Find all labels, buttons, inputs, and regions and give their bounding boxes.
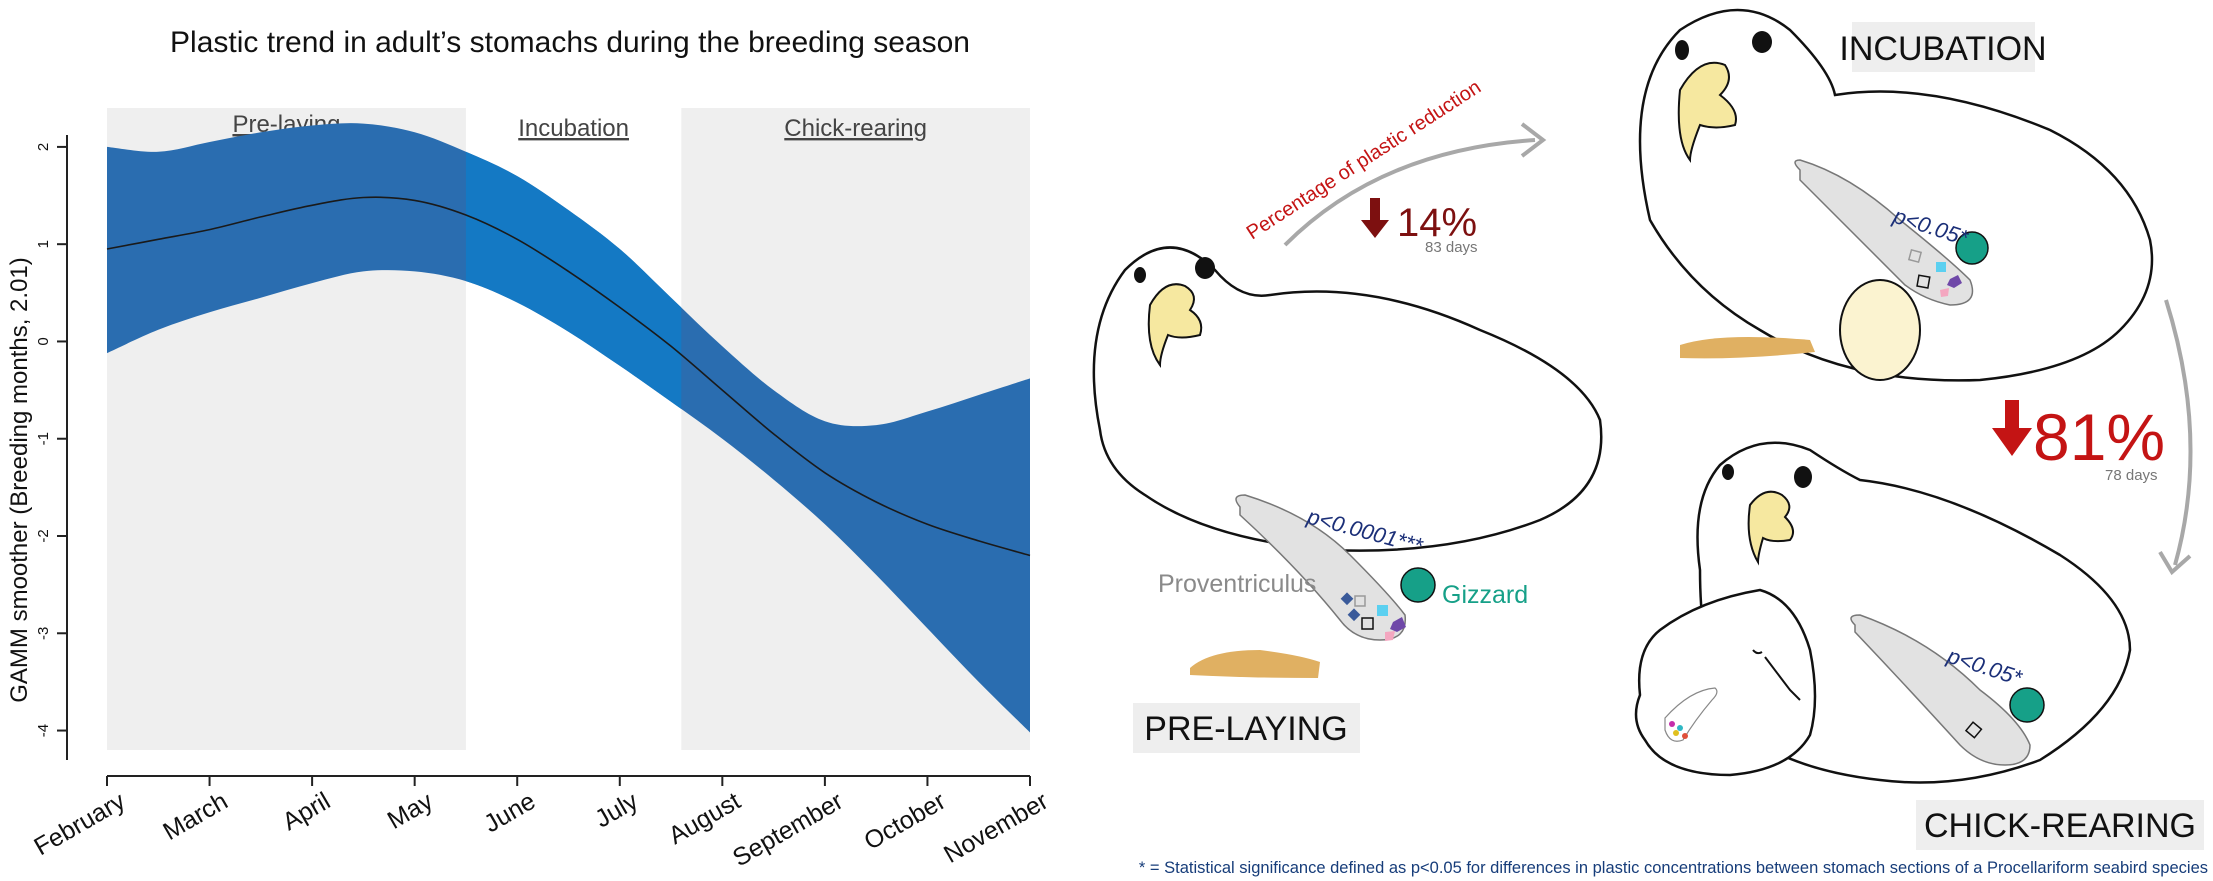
plastic-item <box>1340 592 1354 606</box>
y-tick-label: 1 <box>35 240 52 248</box>
x-tick-label: November <box>939 787 1053 869</box>
foot-icon <box>1190 650 1320 678</box>
plastic-item <box>1361 617 1374 630</box>
y-tick-label: 0 <box>35 337 52 345</box>
plastic-item <box>1677 725 1683 731</box>
plastic-item <box>1377 605 1388 616</box>
incubation-bird: p<0.05* <box>1638 8 2154 382</box>
proventriculus-label: Proventriculus <box>1158 570 1316 598</box>
beak-icon <box>1747 490 1795 566</box>
x-tick-label: February <box>29 787 130 862</box>
confidence-band-area <box>107 123 1030 733</box>
plastic-item <box>1682 733 1688 739</box>
stomach-icon <box>1794 159 1974 306</box>
plastic-item <box>1936 262 1946 272</box>
reduction-1-percent: 14% <box>1397 201 1477 245</box>
reduction-arrow-2 <box>2158 299 2193 576</box>
beak-icon <box>1147 283 1203 369</box>
egg-icon <box>1839 279 1921 381</box>
plastic-item <box>1947 275 1962 288</box>
phase-labels: Pre-laying Incubation Chick-rearing <box>232 111 927 142</box>
reduction-2-percent: 81% <box>2033 400 2165 474</box>
gizzard-label: Gizzard <box>1442 581 1528 609</box>
y-tick-label: -3 <box>35 627 52 640</box>
chick-rearing-bird: p<0.05* <box>1634 441 2132 784</box>
eye-icon <box>1794 466 1812 488</box>
phase-label-incubation: Incubation <box>518 115 629 142</box>
x-tick-label: September <box>728 787 848 872</box>
foot-icon <box>1680 336 1815 359</box>
x-tick-label: August <box>664 787 745 850</box>
x-tick-label: June <box>479 787 540 838</box>
reduction-2-days: 78 days <box>2105 467 2158 484</box>
beak-icon <box>1677 61 1737 164</box>
plastic-item <box>1940 288 1949 297</box>
plastic-item <box>1907 248 1923 264</box>
x-tick-label: April <box>278 787 335 836</box>
eye-icon <box>1195 257 1215 279</box>
confidence-band <box>107 123 1030 733</box>
x-tick-label: July <box>590 787 643 834</box>
plastic-item <box>1673 730 1679 736</box>
plastic-item <box>1669 721 1675 727</box>
chick <box>1634 588 1817 777</box>
x-tick-label: May <box>383 787 438 835</box>
eye-icon <box>1752 31 1772 53</box>
phase-label-chick-rearing: Chick-rearing <box>784 115 927 142</box>
seabird-illustration: Percentage of plastic reduction 14% 83 d… <box>1092 8 2208 877</box>
y-axis-label: GAMM smoother (Breeding months, 2.01) <box>6 257 33 703</box>
plastic-item <box>1354 595 1366 607</box>
y-tick-label: -2 <box>35 529 52 542</box>
stage-incubation-title: INCUBATION <box>1839 30 2046 68</box>
stage-label-bg <box>1916 800 2204 850</box>
stage-label-bg <box>1852 22 2035 72</box>
stage-pre-laying-title: PRE-LAYING <box>1144 710 1347 748</box>
gizzard-icon <box>1955 231 1989 265</box>
y-tick-label: -4 <box>35 724 52 737</box>
y-tick-label: -1 <box>35 432 52 445</box>
x-tick-label: October <box>859 787 950 856</box>
confidence-band-incubation <box>465 151 682 410</box>
gizzard-icon <box>1400 567 1436 603</box>
down-arrow-icon <box>1992 400 2032 456</box>
plastic-item <box>1916 274 1931 289</box>
smoother-line <box>106 196 1031 557</box>
stomach-icon <box>1235 494 1407 641</box>
gizzard-icon <box>2009 687 2045 723</box>
down-arrow-icon <box>1361 198 1389 238</box>
y-tick-label: 2 <box>35 143 52 151</box>
plastic-item <box>1385 631 1395 641</box>
eye-icon <box>1722 464 1734 480</box>
x-axis-ticks: February March April May June July AugustSepte… <box>29 776 1053 872</box>
gamm-chart: Plastic trend in adult’s stomachs during… <box>6 26 1053 872</box>
estimate-line <box>106 196 1031 557</box>
pre-laying-bird: p<0.0001*** Proventriculus Gizzard <box>1092 246 1603 678</box>
plastic-item <box>1964 721 1983 739</box>
reduction-1-days: 83 days <box>1425 239 1478 256</box>
x-tick-label: March <box>158 787 232 846</box>
chart-title: Plastic trend in adult’s stomachs during… <box>170 26 970 59</box>
eye-icon <box>1675 40 1689 60</box>
footnote: * = Statistical significance defined as … <box>1139 859 2208 877</box>
plastic-item <box>1347 608 1361 622</box>
reduction-arrow-1 <box>1283 122 1547 247</box>
eye-icon <box>1134 267 1146 283</box>
plastic-item <box>1390 617 1406 632</box>
stage-chick-rearing-title: CHICK-REARING <box>1924 807 2196 845</box>
reduction-1: 14% 83 days <box>1361 198 1478 256</box>
stomach-icon <box>1850 614 2031 766</box>
reduction-2: 81% 78 days <box>1992 400 2165 484</box>
stage-label-bg <box>1133 703 1360 753</box>
y-axis-ticks: 2 1 0 -1 -2 -3 -4 <box>35 143 67 737</box>
